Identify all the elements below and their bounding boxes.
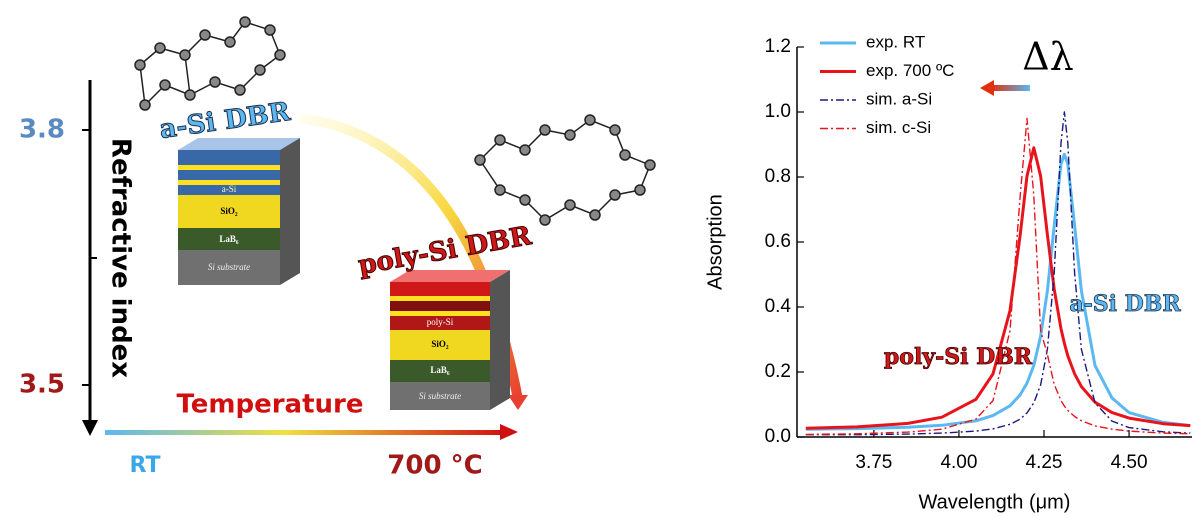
layer-label: a-Si [222,184,237,194]
x-tick-label: 3.75 [855,452,892,473]
chart: 0.0 0.2 0.4 0.6 0.8 1.0 1.2 3.75 4.00 4.25 4.50 Wav… [704,32,1192,513]
x-tick-label: 4.00 [940,452,977,473]
x-axis-title: Wavelength (μm) [919,491,1071,513]
temp-label: 700 °C [387,451,482,481]
arrow-head [508,395,528,410]
arrow-head [980,80,994,96]
y-tick-label: 0.8 [765,166,791,187]
layer-label: Si substrate [419,391,461,401]
temp-label: RT [130,453,161,478]
legend-label: exp. 700 ºC [866,61,954,80]
axis-title: Temperature [176,390,363,420]
annotation: a-Si DBR [1069,291,1181,317]
layer-label: Si substrate [208,262,250,272]
legend-label: exp. RT [866,32,925,51]
temperature-axis [105,430,505,435]
x-tick-label: 4.25 [1026,452,1063,473]
figure: 3.8 3.5 Refractive index Temperature RT … [0,0,1194,517]
y-tick-label: 1.2 [765,36,791,57]
axis-title: Refractive index [106,138,136,378]
shift-arrow [992,85,1030,91]
annotation: Δλ [1022,35,1074,79]
stack: a-Si SiO₂ LaB₆ Si substrate [178,138,300,285]
x-tick-label: 4.50 [1111,452,1148,473]
layer-label: LaB₆ [219,234,239,244]
y-tick-label: 0.6 [765,231,791,252]
molecule [475,115,655,225]
index-label: 3.5 [19,370,65,400]
layer-label: SiO₂ [220,206,238,216]
y-axis-title: Absorption [704,194,726,290]
y-tick-label: 1.0 [765,101,791,122]
series-line [806,119,1191,435]
arrow-head [500,424,518,440]
stack-title: a-Si DBR [158,97,293,145]
stack: poly-Si SiO₂ LaB₆ Si substrate [390,270,510,410]
layer-label: LaB₆ [430,365,450,375]
index-label: 3.8 [19,115,65,145]
series-line [806,148,1191,428]
legend-label: sim. c-Si [866,118,931,137]
layer-label: poly-Si [427,317,454,327]
y-tick-label: 0.2 [765,361,791,382]
legend-label: sim. a-Si [866,89,932,108]
y-tick-label: 0.0 [765,426,791,447]
molecule [135,17,285,110]
series-line [806,112,1191,435]
annotation: poly-Si DBR [884,344,1033,370]
arrow-head [82,420,98,436]
diagram: 3.8 3.5 Refractive index Temperature RT … [19,17,655,481]
y-tick-label: 0.4 [765,296,792,317]
layer-label: SiO₂ [431,339,449,349]
